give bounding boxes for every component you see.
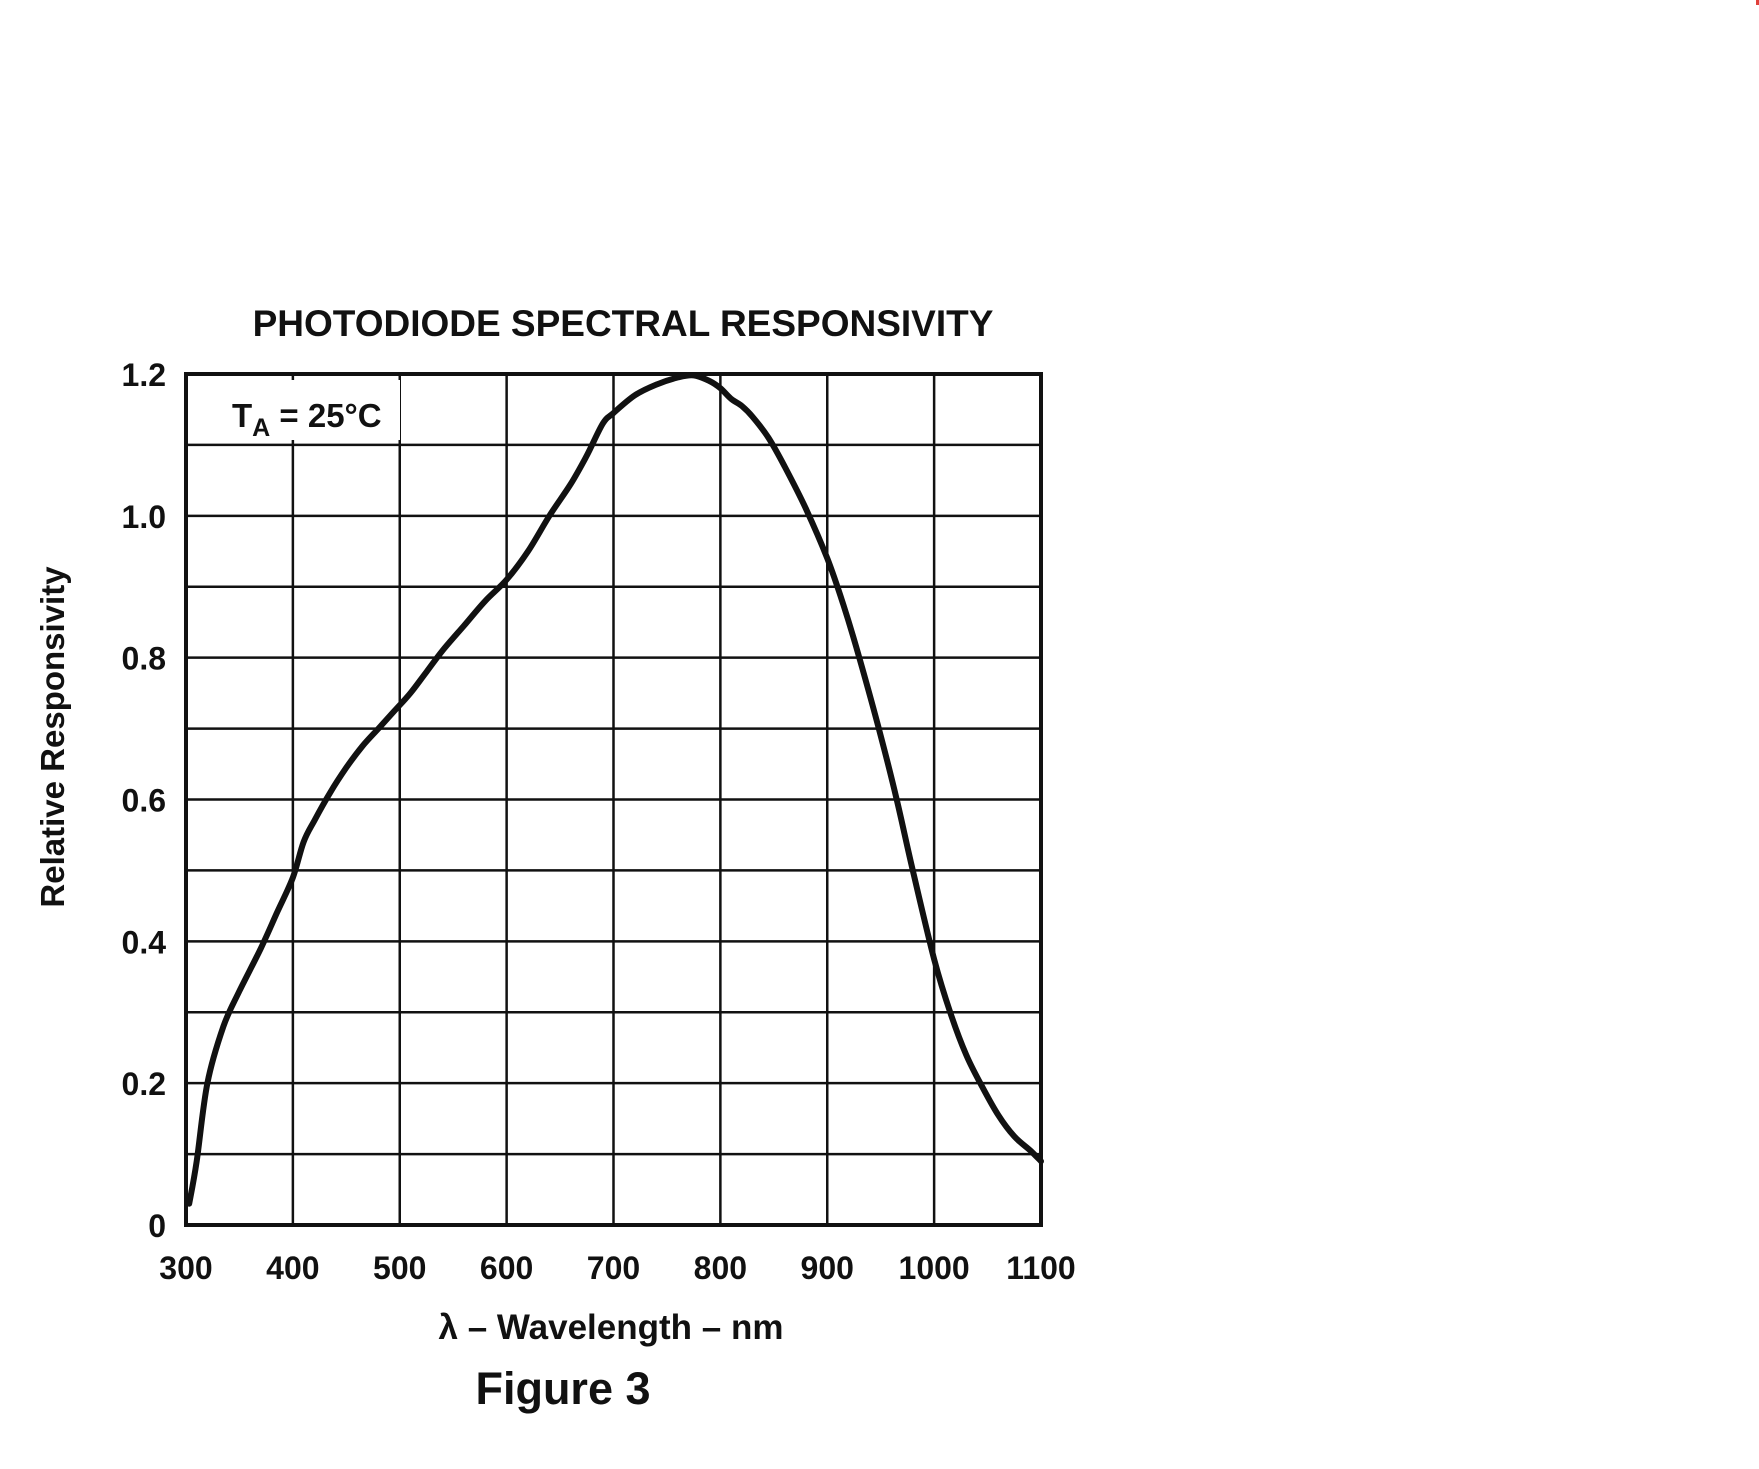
x-tick-labels: 300 400 500 600 700 800 900 1000 1100 bbox=[159, 1250, 1075, 1286]
figure-caption: Figure 3 bbox=[475, 1363, 650, 1414]
x-tick-label: 700 bbox=[587, 1250, 640, 1286]
responsivity-curve bbox=[186, 372, 1044, 1207]
x-tick-label: 1000 bbox=[899, 1250, 970, 1286]
x-tick-label: 500 bbox=[373, 1250, 426, 1286]
x-axis-label: λ – Wavelength – nm bbox=[439, 1308, 784, 1347]
series-layer bbox=[186, 372, 1044, 1207]
y-axis-label: Relative Responsivity bbox=[34, 566, 71, 908]
x-tick-label: 900 bbox=[801, 1250, 854, 1286]
x-tick-label: 800 bbox=[694, 1250, 747, 1286]
y-tick-label: 0.6 bbox=[122, 783, 166, 819]
plot-frame bbox=[184, 372, 1043, 1227]
annotation-main: T bbox=[232, 397, 252, 434]
annotation-subscript: A bbox=[252, 414, 270, 442]
y-tick-labels: 0 0.2 0.4 0.6 0.8 1.0 1.2 bbox=[122, 357, 167, 1244]
x-tick-label: 300 bbox=[159, 1250, 212, 1286]
x-tick-label: 1100 bbox=[1006, 1250, 1075, 1286]
annotation-rest: = 25°C bbox=[270, 397, 381, 434]
grid-lines bbox=[184, 374, 1043, 1225]
y-tick-label: 0.4 bbox=[122, 924, 167, 960]
corner-mark bbox=[1756, 0, 1759, 5]
y-tick-label: 1.2 bbox=[122, 357, 166, 393]
y-tick-label: 1.0 bbox=[122, 499, 166, 535]
temperature-annotation: TA = 25°C bbox=[232, 397, 382, 442]
y-tick-label: 0.2 bbox=[122, 1066, 166, 1102]
y-tick-label: 0.8 bbox=[122, 641, 166, 677]
x-tick-label: 400 bbox=[266, 1250, 319, 1286]
x-tick-label: 600 bbox=[480, 1250, 533, 1286]
annotation-background bbox=[190, 380, 400, 440]
chart-title: PHOTODIODE SPECTRAL RESPONSIVITY bbox=[253, 303, 994, 344]
y-tick-label: 0 bbox=[148, 1208, 166, 1244]
